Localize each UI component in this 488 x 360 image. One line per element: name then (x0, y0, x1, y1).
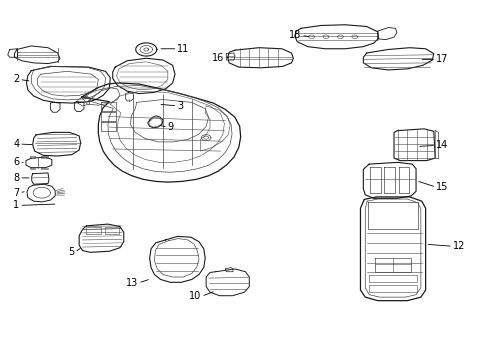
Text: 8: 8 (13, 173, 19, 183)
Text: 1: 1 (13, 201, 19, 210)
Text: 18: 18 (288, 30, 301, 40)
Text: 6: 6 (13, 157, 19, 167)
Text: 16: 16 (212, 53, 224, 63)
Text: 13: 13 (125, 278, 138, 288)
Text: 9: 9 (167, 122, 174, 132)
Text: 3: 3 (177, 101, 183, 111)
Bar (86, 227, 101, 234)
Text: 11: 11 (177, 44, 189, 54)
Text: 5: 5 (68, 247, 74, 257)
Text: 4: 4 (13, 139, 19, 149)
Text: 2: 2 (13, 75, 19, 85)
Text: 17: 17 (435, 54, 447, 64)
Text: 10: 10 (189, 292, 201, 301)
Text: 12: 12 (452, 241, 465, 251)
Text: 14: 14 (435, 140, 447, 150)
Text: 7: 7 (13, 188, 19, 198)
Bar (104, 227, 119, 234)
Text: 15: 15 (435, 182, 447, 192)
